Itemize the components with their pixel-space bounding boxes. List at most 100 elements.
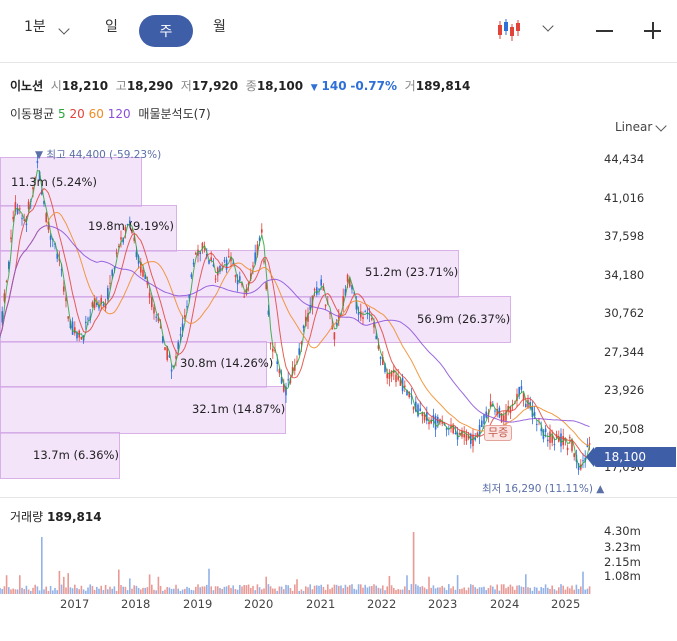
volume-bar (294, 584, 296, 594)
volume-bar (454, 589, 457, 594)
volume-bar (481, 587, 483, 594)
volume-bar (241, 586, 243, 594)
volume-bar (483, 586, 485, 594)
toolbar: 1분 일 주 월 (0, 0, 677, 63)
volume-bar (118, 569, 120, 594)
volume-bar (206, 584, 208, 594)
volume-bar (250, 587, 252, 594)
chart-type-chevron-icon[interactable] (542, 20, 554, 32)
volume-bar (19, 575, 21, 594)
change-pct: -0.77% (350, 79, 398, 93)
candle-body (124, 227, 127, 231)
volume-bar (192, 590, 195, 594)
volume-bar (93, 589, 96, 594)
zoom-in-icon[interactable] (644, 22, 661, 39)
scale-mode-dropdown[interactable]: Linear (615, 120, 667, 134)
candle-body (566, 447, 569, 451)
volume-bar (23, 589, 25, 594)
volume-bar (584, 589, 586, 594)
interval-minute[interactable]: 1분 (24, 19, 46, 35)
volume-bar (267, 584, 270, 594)
volume-bar (137, 587, 140, 594)
vp-box-6 (0, 386, 286, 434)
candle-body (93, 298, 96, 308)
candle-body (214, 278, 217, 280)
volume-bar (146, 587, 149, 594)
candle-body (140, 261, 142, 273)
volume-bar (232, 585, 234, 594)
volume-bar (261, 589, 263, 594)
open-label: 시 (50, 79, 62, 93)
vp-box-5 (0, 341, 267, 388)
volume-bar (0, 587, 1, 594)
volume-bar (399, 589, 402, 594)
volume-bar (274, 588, 276, 594)
candle-body (393, 369, 395, 374)
candle-body (181, 323, 184, 331)
candle-body (221, 268, 223, 270)
candle-body (294, 365, 296, 371)
vp-box-7 (0, 432, 120, 479)
zoom-out-icon[interactable] (596, 30, 613, 32)
candle-body (96, 302, 98, 305)
candle-body (223, 260, 226, 262)
candle-body (241, 283, 243, 286)
volume-bar (91, 585, 94, 594)
chevron-down-icon[interactable] (58, 23, 70, 35)
candle-body (388, 373, 391, 379)
ma-20: 20 (69, 107, 85, 121)
volume-bar (184, 588, 186, 594)
volume-bar (133, 585, 135, 594)
volume-bar (362, 587, 364, 594)
volume-bar (351, 584, 353, 594)
volume-bar (25, 585, 28, 594)
candle-body (492, 404, 494, 406)
candle-body (3, 293, 6, 302)
candle-body (569, 437, 571, 439)
candle-body (168, 355, 171, 358)
volume-bar (151, 584, 153, 594)
volume-bar (34, 584, 36, 594)
stock-info: 이노션 시18,210 고18,290 저17,920 종18,100 ▼ 14… (10, 77, 470, 94)
volume-bar (96, 586, 98, 594)
volume-bar (331, 587, 333, 594)
volume-bar (245, 585, 248, 594)
candle-body (536, 423, 538, 425)
volume-bar (346, 586, 349, 594)
volume-bar (562, 585, 564, 594)
candle-body (188, 294, 190, 298)
volume-panel-divider (0, 497, 677, 498)
candle-body (509, 406, 512, 414)
volume-bar (190, 589, 193, 594)
volume-chart[interactable] (0, 500, 592, 595)
year-label: 2018 (121, 597, 151, 611)
candle-body (67, 316, 69, 319)
interval-month[interactable]: 월 (213, 19, 226, 35)
candle-body (302, 325, 305, 329)
volume-bar (487, 588, 490, 594)
candle-body (265, 282, 267, 290)
volume-axis-label: 3.23m (604, 540, 641, 554)
ma120-line (0, 225, 590, 428)
volume-bar (140, 589, 142, 594)
interval-day[interactable]: 일 (105, 19, 118, 35)
candle-body (120, 237, 122, 240)
price-chart[interactable] (0, 150, 600, 490)
ma-legend[interactable]: 이동평균 5 20 60 120 매물분석도(7) (10, 105, 211, 122)
candle-body (547, 439, 549, 442)
candle-body (544, 428, 547, 433)
event-marker[interactable]: 무증 (484, 425, 513, 441)
volume-bar (353, 588, 355, 594)
vp-box-1 (0, 157, 142, 207)
interval-week[interactable]: 주 (139, 15, 193, 47)
candle-body (217, 267, 219, 276)
volume-bar (463, 587, 465, 594)
price-axis-label: 30,762 (604, 306, 645, 320)
candle-body (452, 425, 454, 434)
vp-label-3: 51.2m (23.71%) (365, 265, 459, 279)
close-value: 18,100 (256, 79, 304, 93)
volume-bar (516, 585, 518, 594)
candlestick-icon[interactable] (496, 18, 522, 42)
volume-bar (536, 587, 538, 594)
candle-body (43, 200, 45, 204)
